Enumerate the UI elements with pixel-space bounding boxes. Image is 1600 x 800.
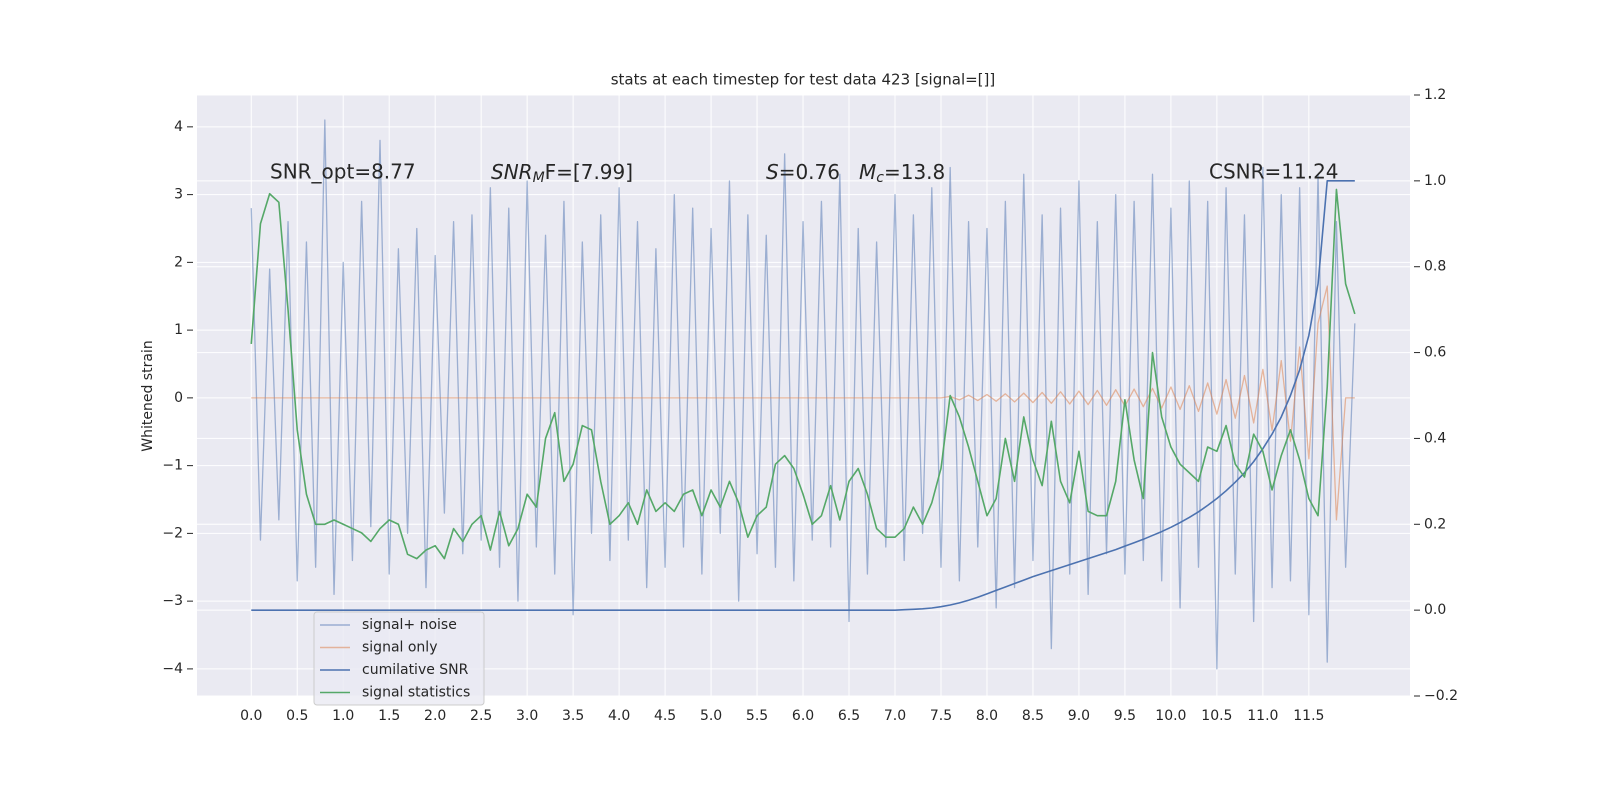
annotation-part: SNR <box>491 160 533 184</box>
x-tick-label: 6.5 <box>838 708 860 724</box>
y2-tick-label: 0.8 <box>1424 259 1446 275</box>
x-tick-label: 9.0 <box>1068 708 1090 724</box>
annotation: S=0.76 <box>766 160 840 184</box>
annotation: CSNR=11.24 <box>1209 160 1339 184</box>
y-tick-label: 2 <box>174 254 183 270</box>
annotation-part: =13.8 <box>884 160 945 184</box>
x-tick-label: 3.0 <box>516 708 538 724</box>
x-tick-label: 2.0 <box>424 708 446 724</box>
x-tick-label: 11.0 <box>1247 708 1278 724</box>
annotation: SNRMF=[7.99] <box>491 160 633 187</box>
x-tick-label: 1.0 <box>332 708 354 724</box>
series-line <box>251 285 1355 521</box>
x-tick-label: 3.5 <box>562 708 584 724</box>
series-line <box>250 119 1356 670</box>
y-axis-label: Whitened strain <box>140 340 156 451</box>
annotation-part: M <box>859 160 876 184</box>
legend-label: signal statistics <box>362 685 470 701</box>
annotation-part: =0.76 <box>779 160 840 184</box>
annotation-part: S <box>766 160 779 184</box>
x-tick-label: 2.5 <box>470 708 492 724</box>
legend-label: cumilative SNR <box>362 662 469 678</box>
x-tick-label: 11.5 <box>1293 708 1324 724</box>
series-line <box>250 188 1356 560</box>
y-tick-label: 3 <box>174 187 183 203</box>
y-tick-label: −4 <box>162 661 183 677</box>
x-tick-label: 7.5 <box>930 708 952 724</box>
annotation-part: M <box>533 170 545 186</box>
legend: signal+ noise signal only cumilative SNR si… <box>313 611 485 706</box>
x-tick-label: 8.0 <box>976 708 998 724</box>
legend-box <box>313 611 485 706</box>
x-tick-label: 4.0 <box>608 708 630 724</box>
x-tick-label: 8.5 <box>1022 708 1044 724</box>
x-tick-label: 7.0 <box>884 708 906 724</box>
legend-label: signal only <box>362 640 437 656</box>
x-tick-label: 10.5 <box>1201 708 1232 724</box>
annotation-part: F=[7.99] <box>545 160 633 184</box>
x-tick-label: 0.0 <box>240 708 262 724</box>
series-line <box>251 180 1355 611</box>
lines <box>250 119 1356 670</box>
x-tick-label: 10.0 <box>1155 708 1186 724</box>
y-tick-label: −2 <box>162 525 183 541</box>
axes: 0.0 0.5 1.0 1.5 2.0 2.5 3.0 3.5 4.0 4.5 5.0 5.5 6.0 6… <box>162 87 1458 724</box>
annotation: SNR_opt=8.77 <box>270 160 416 184</box>
annotation: Mc=13.8 <box>859 160 945 187</box>
x-tick-label: 5.5 <box>746 708 768 724</box>
x-tick-label: 6.0 <box>792 708 814 724</box>
y2-tick-label: 1.0 <box>1424 173 1446 189</box>
y2-tick-label: 1.2 <box>1424 87 1446 103</box>
y-tick-label: 1 <box>174 322 183 338</box>
legend-label: signal+ noise <box>362 617 457 633</box>
y2-tick-label: 0.4 <box>1424 430 1446 446</box>
annotation-part: c <box>876 170 884 186</box>
x-tick-label: 0.5 <box>286 708 308 724</box>
y-tick-label: −3 <box>162 593 183 609</box>
x-tick-label: 1.5 <box>378 708 400 724</box>
y2-tick-label: 0.0 <box>1424 602 1446 618</box>
y2-tick-label: 0.6 <box>1424 345 1446 361</box>
y-tick-label: −1 <box>162 458 183 474</box>
y2-tick-label: −0.2 <box>1424 688 1458 704</box>
y-tick-label: 0 <box>174 390 183 406</box>
x-tick-label: 4.5 <box>654 708 676 724</box>
y2-tick-label: 0.2 <box>1424 516 1446 532</box>
x-tick-label: 9.5 <box>1114 708 1136 724</box>
y-tick-label: 4 <box>174 119 183 135</box>
x-tick-label: 5.0 <box>700 708 722 724</box>
chart-title: stats at each timestep for test data 423… <box>611 71 996 89</box>
